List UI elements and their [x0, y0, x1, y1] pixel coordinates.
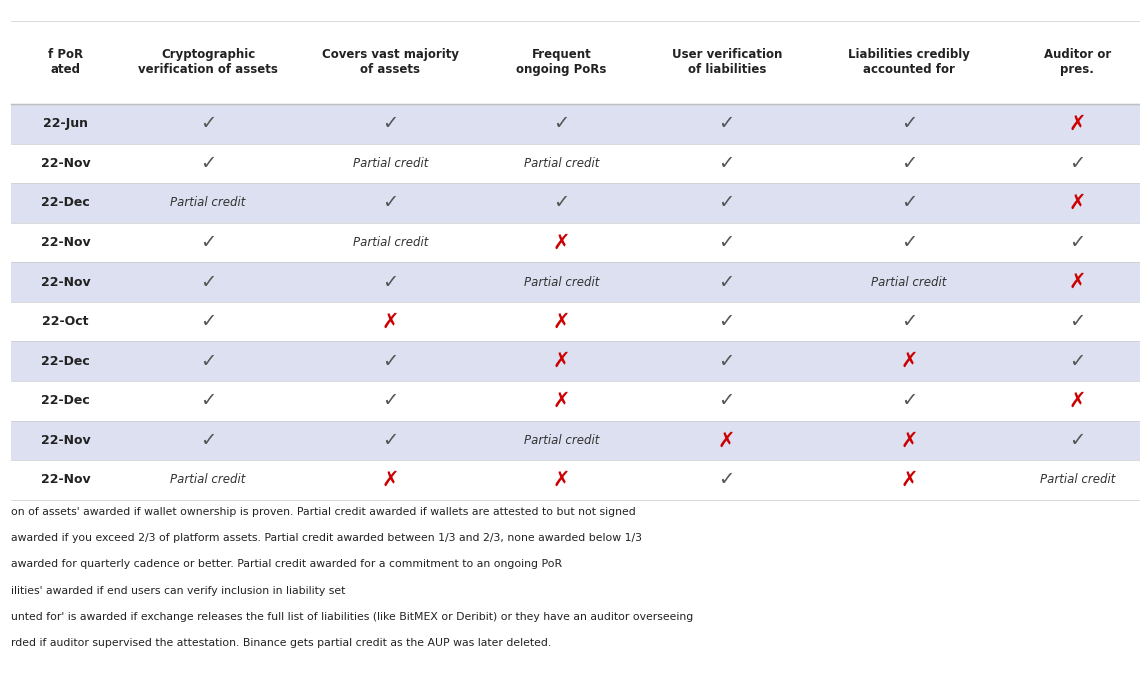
Text: ✓: ✓ — [200, 391, 217, 410]
Text: ✗: ✗ — [553, 470, 570, 490]
Text: ✓: ✓ — [718, 154, 735, 173]
Text: Partial credit: Partial credit — [523, 276, 600, 289]
Text: ✗: ✗ — [1068, 193, 1086, 213]
FancyBboxPatch shape — [11, 104, 1140, 144]
FancyBboxPatch shape — [11, 21, 1140, 104]
Text: Liabilities credibly
accounted for: Liabilities credibly accounted for — [848, 49, 970, 76]
Text: ✓: ✓ — [200, 352, 217, 371]
Text: ✓: ✓ — [718, 391, 735, 410]
FancyBboxPatch shape — [11, 302, 1140, 341]
Text: Partial credit: Partial credit — [170, 473, 246, 486]
Text: ✗: ✗ — [553, 312, 570, 332]
FancyBboxPatch shape — [11, 460, 1140, 500]
Text: ✓: ✓ — [901, 194, 918, 212]
Text: ✓: ✓ — [382, 115, 399, 133]
Text: Partial credit: Partial credit — [871, 276, 947, 289]
FancyBboxPatch shape — [11, 183, 1140, 223]
Text: ✗: ✗ — [382, 312, 399, 332]
Text: 22-Dec: 22-Dec — [41, 196, 90, 210]
Text: ilities' awarded if end users can verify inclusion in liability set: ilities' awarded if end users can verify… — [11, 586, 345, 595]
Text: Partial credit: Partial credit — [352, 236, 429, 249]
Text: ✓: ✓ — [718, 312, 735, 331]
Text: ✓: ✓ — [200, 273, 217, 291]
Text: ✓: ✓ — [718, 273, 735, 291]
FancyBboxPatch shape — [11, 421, 1140, 460]
Text: awarded if you exceed 2/3 of platform assets. Partial credit awarded between 1/3: awarded if you exceed 2/3 of platform as… — [11, 533, 643, 543]
Text: 22-Dec: 22-Dec — [41, 394, 90, 407]
Text: ✓: ✓ — [200, 431, 217, 450]
Text: ✗: ✗ — [553, 351, 570, 371]
Text: ✗: ✗ — [1068, 114, 1086, 134]
Text: 22-Nov: 22-Nov — [41, 276, 90, 289]
Text: rded if auditor supervised the attestation. Binance gets partial credit as the A: rded if auditor supervised the attestati… — [11, 638, 552, 648]
Text: 22-Dec: 22-Dec — [41, 355, 90, 368]
Text: Auditor or
pres.: Auditor or pres. — [1044, 49, 1110, 76]
Text: Partial credit: Partial credit — [1040, 473, 1115, 486]
Text: ✓: ✓ — [200, 233, 217, 252]
Text: ✓: ✓ — [382, 352, 399, 371]
Text: ✓: ✓ — [901, 391, 918, 410]
Text: Frequent
ongoing PoRs: Frequent ongoing PoRs — [516, 49, 606, 76]
Text: ✓: ✓ — [1069, 312, 1085, 331]
FancyBboxPatch shape — [11, 381, 1140, 421]
Text: ✗: ✗ — [718, 430, 735, 450]
FancyBboxPatch shape — [11, 341, 1140, 381]
Text: Covers vast majority
of assets: Covers vast majority of assets — [321, 49, 459, 76]
Text: ✓: ✓ — [718, 233, 735, 252]
Text: ✗: ✗ — [901, 430, 918, 450]
Text: 22-Nov: 22-Nov — [41, 473, 90, 486]
Text: ✓: ✓ — [718, 471, 735, 489]
Text: 22-Oct: 22-Oct — [42, 315, 89, 328]
Text: ✓: ✓ — [718, 115, 735, 133]
Text: ✗: ✗ — [1068, 391, 1086, 411]
Text: 22-Nov: 22-Nov — [41, 157, 90, 170]
Text: ✓: ✓ — [1069, 352, 1085, 371]
Text: Partial credit: Partial credit — [523, 434, 600, 447]
Text: ✓: ✓ — [382, 273, 399, 291]
FancyBboxPatch shape — [11, 144, 1140, 183]
Text: ✓: ✓ — [382, 194, 399, 212]
Text: ✗: ✗ — [553, 391, 570, 411]
Text: Partial credit: Partial credit — [170, 196, 246, 210]
Text: ✗: ✗ — [901, 351, 918, 371]
Text: ✓: ✓ — [1069, 431, 1085, 450]
Text: Partial credit: Partial credit — [523, 157, 600, 170]
Text: ✓: ✓ — [553, 115, 570, 133]
Text: ✓: ✓ — [901, 233, 918, 252]
Text: Cryptographic
verification of assets: Cryptographic verification of assets — [138, 49, 278, 76]
Text: ✗: ✗ — [901, 470, 918, 490]
Text: ✓: ✓ — [901, 115, 918, 133]
Text: ✓: ✓ — [553, 194, 570, 212]
Text: ✗: ✗ — [382, 470, 399, 490]
Text: ✗: ✗ — [553, 232, 570, 253]
FancyBboxPatch shape — [11, 223, 1140, 262]
Text: unted for' is awarded if exchange releases the full list of liabilities (like Bi: unted for' is awarded if exchange releas… — [11, 612, 693, 622]
Text: ✓: ✓ — [200, 312, 217, 331]
FancyBboxPatch shape — [11, 262, 1140, 302]
Text: ✓: ✓ — [901, 154, 918, 173]
Text: Partial credit: Partial credit — [352, 157, 429, 170]
Text: User verification
of liabilities: User verification of liabilities — [671, 49, 782, 76]
Text: ✓: ✓ — [718, 352, 735, 371]
Text: awarded for quarterly cadence or better. Partial credit awarded for a commitment: awarded for quarterly cadence or better.… — [11, 559, 562, 569]
Text: on of assets' awarded if wallet ownership is proven. Partial credit awarded if w: on of assets' awarded if wallet ownershi… — [11, 507, 636, 516]
Text: ✓: ✓ — [1069, 154, 1085, 173]
Text: ✗: ✗ — [1068, 272, 1086, 292]
Text: 22-Nov: 22-Nov — [41, 236, 90, 249]
Text: ✓: ✓ — [718, 194, 735, 212]
Text: ✓: ✓ — [382, 431, 399, 450]
Text: 22-Jun: 22-Jun — [43, 117, 88, 130]
Text: ✓: ✓ — [382, 391, 399, 410]
Text: ✓: ✓ — [200, 154, 217, 173]
Text: ✓: ✓ — [901, 312, 918, 331]
Text: f PoR
ated: f PoR ated — [48, 49, 83, 76]
Text: ✓: ✓ — [200, 115, 217, 133]
Text: 22-Nov: 22-Nov — [41, 434, 90, 447]
Text: ✓: ✓ — [1069, 233, 1085, 252]
